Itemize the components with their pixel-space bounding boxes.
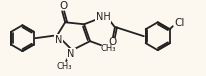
Text: N: N xyxy=(68,49,75,59)
Text: CH₃: CH₃ xyxy=(100,44,116,53)
Text: N: N xyxy=(55,35,62,45)
Text: O: O xyxy=(109,37,117,47)
Text: NH: NH xyxy=(96,12,110,22)
Text: Cl: Cl xyxy=(174,18,185,28)
Text: CH₃: CH₃ xyxy=(56,62,72,71)
Text: O: O xyxy=(59,1,67,11)
